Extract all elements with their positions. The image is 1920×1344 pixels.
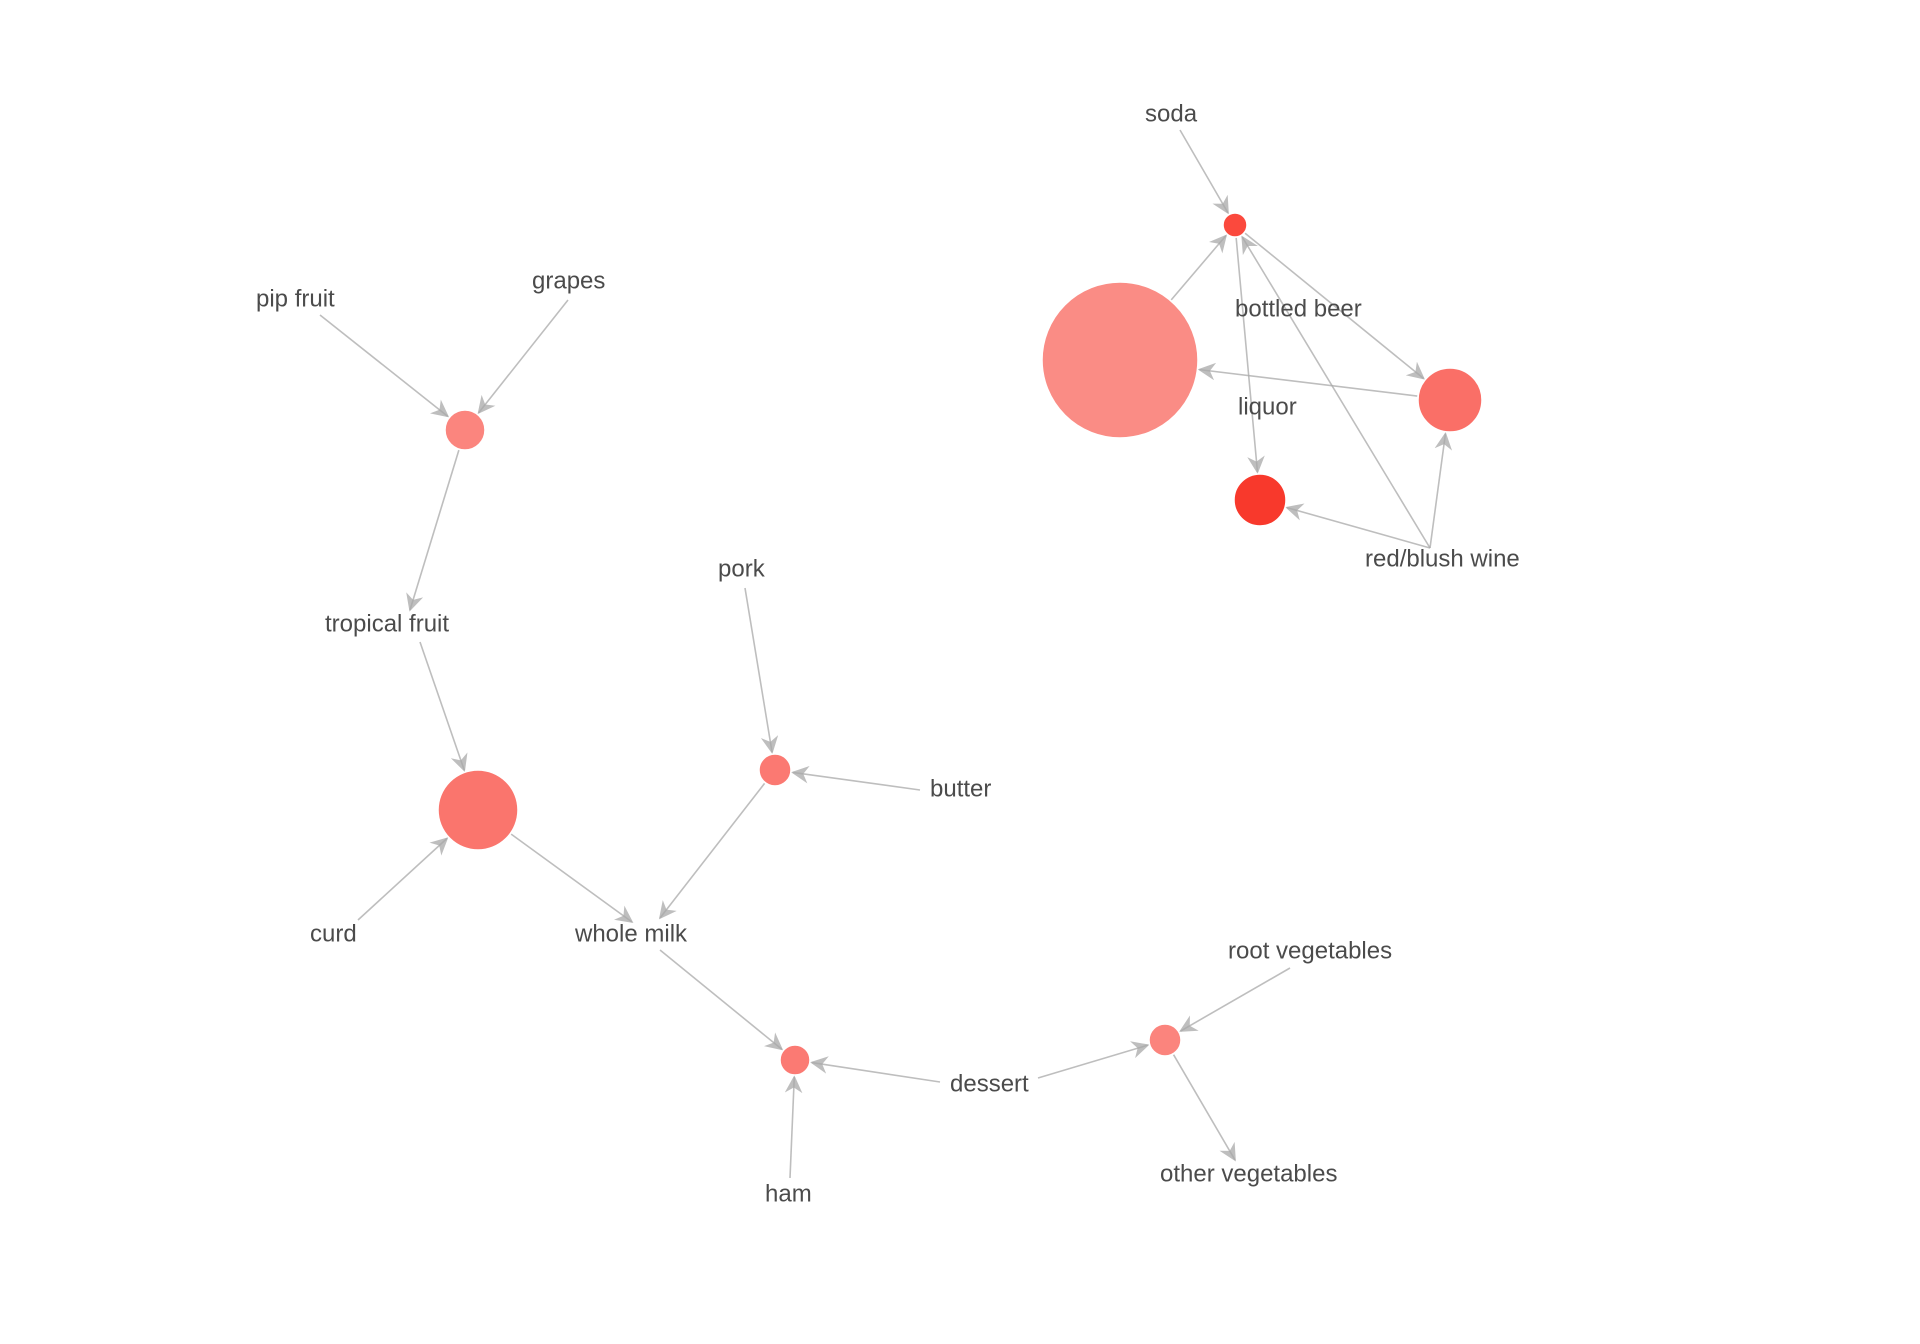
edge	[1236, 238, 1257, 472]
edge	[1038, 1045, 1148, 1078]
edge	[660, 950, 782, 1049]
node-red_wine_node[interactable]	[1234, 474, 1286, 526]
edge	[511, 834, 632, 922]
label-tropical_fruit_lbl: tropical fruit	[325, 610, 449, 637]
edge	[320, 315, 448, 416]
edge	[420, 642, 464, 770]
label-grapes_label: grapes	[532, 267, 605, 294]
label-red_wine_node: red/blush wine	[1365, 545, 1520, 572]
labels-layer: soda bottled beer liquor red/blush wine pip …	[256, 100, 1520, 1207]
network-diagram: soda bottled beer liquor red/blush wine pip …	[0, 0, 1920, 1344]
edges-layer	[320, 130, 1445, 1178]
edge	[745, 588, 772, 752]
edge	[410, 450, 459, 610]
node-soda_node[interactable]	[1223, 213, 1247, 237]
edge	[1180, 130, 1228, 213]
label-whole_milk_lbl: whole milk	[574, 920, 688, 947]
edge	[793, 772, 920, 790]
label-butter_label: butter	[930, 775, 991, 802]
label-ham_label: ham	[765, 1180, 812, 1207]
label-pork_label: pork	[718, 555, 766, 582]
label-pip_fruit_label: pip fruit	[256, 285, 335, 312]
node-pip_grapes_node[interactable]	[445, 410, 485, 450]
edge	[1174, 1055, 1235, 1160]
edge	[1171, 236, 1226, 300]
label-other_veg_label: other vegetables	[1160, 1160, 1337, 1187]
label-curd_label: curd	[310, 920, 357, 947]
node-ham_dessert_node[interactable]	[780, 1045, 810, 1075]
node-vegetables_node[interactable]	[1149, 1024, 1181, 1056]
edge	[1181, 968, 1290, 1031]
node-bottled_beer_node[interactable]	[1418, 368, 1482, 432]
label-soda_label: soda	[1145, 100, 1198, 127]
label-dessert_label: dessert	[950, 1070, 1029, 1097]
edge	[1430, 434, 1445, 548]
edge	[790, 1077, 794, 1178]
edge	[1199, 370, 1417, 396]
node-liquor_label_node[interactable]	[1042, 282, 1198, 438]
label-bottled_beer_node: bottled beer	[1235, 295, 1362, 322]
node-pork_butter_node[interactable]	[759, 754, 791, 786]
node-curd_wholemilk_node[interactable]	[438, 770, 518, 850]
label-root_veg_label: root vegetables	[1228, 937, 1392, 964]
edge	[660, 783, 765, 918]
edge	[812, 1063, 940, 1082]
edge	[358, 838, 447, 920]
edge	[479, 300, 568, 413]
label-liquor_text: liquor	[1238, 393, 1297, 420]
